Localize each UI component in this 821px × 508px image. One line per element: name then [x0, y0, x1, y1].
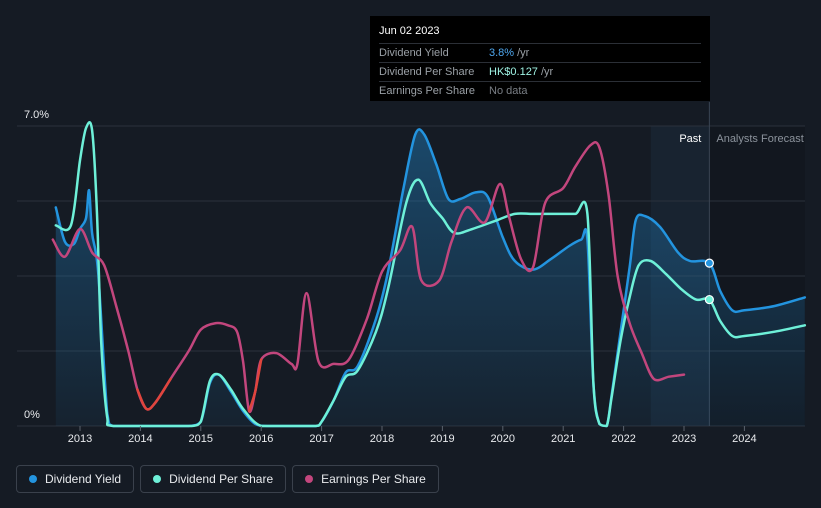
dividend-yield-area	[55, 129, 805, 426]
x-tick-label: 2021	[551, 433, 575, 445]
x-tick-label: 2017	[309, 433, 333, 445]
x-tick-label: 2018	[370, 433, 394, 445]
tooltip-date: Jun 02 2023	[379, 25, 440, 37]
dividend-per-share-marker	[704, 294, 714, 305]
x-tick-label: 2013	[68, 433, 92, 445]
y-tick-label: 7.0%	[24, 109, 49, 121]
legend-item-dividend-yield[interactable]: Dividend Yield	[16, 465, 135, 493]
past-label: Past	[679, 133, 701, 145]
tooltip: Jun 02 2023 Dividend Yield 3.8% /yr Divi…	[370, 16, 710, 101]
x-tick-label: 2024	[732, 433, 756, 445]
tooltip-unit: /yr	[540, 66, 554, 78]
legend: Dividend Yield Dividend Per Share Earnin…	[16, 465, 439, 493]
tooltip-label: Dividend Per Share	[379, 66, 475, 78]
legend-item-dividend-per-share[interactable]: Dividend Per Share	[140, 465, 287, 493]
x-tick-label: 2015	[189, 433, 213, 445]
dividend-chart: 7.0% 0% 2013 2014 2015 2016 2017 2018 2019 2020 20…	[17, 102, 807, 445]
tooltip-label: Dividend Yield	[379, 47, 449, 59]
tooltip-row-earnings-per-share: Earnings Per Share No data	[379, 81, 701, 100]
x-tick-label: 2014	[128, 433, 152, 445]
tooltip-value: HK$0.127	[489, 66, 538, 78]
legend-dot-icon	[29, 475, 37, 483]
x-tick-label: 2020	[491, 433, 515, 445]
dividend-yield-marker	[704, 258, 714, 268]
tooltip-value: 3.8%	[489, 47, 515, 59]
tooltip-row-dividend-per-share: Dividend Per Share HK$0.127 /yr	[379, 62, 701, 81]
legend-label: Earnings Per Share	[321, 472, 426, 486]
tooltip-unit: /yr	[517, 47, 530, 59]
marker-layer	[704, 258, 714, 305]
y-tick-label: 0%	[24, 409, 40, 421]
x-tick-label: 2016	[249, 433, 273, 445]
tooltip-value: No data	[489, 85, 528, 97]
series-layer	[51, 121, 807, 428]
legend-item-earnings-per-share[interactable]: Earnings Per Share	[292, 465, 439, 493]
legend-dot-icon	[305, 475, 314, 483]
legend-label: Dividend Per Share	[169, 472, 274, 486]
earnings-per-share-dip-line	[136, 377, 172, 411]
legend-dot-icon	[153, 475, 162, 483]
legend-label: Dividend Yield	[45, 472, 122, 486]
tooltip-row-dividend-yield: Dividend Yield 3.8% /yr	[379, 43, 701, 62]
dividend-per-share-line	[54, 121, 807, 428]
earnings-per-share-dip-line	[247, 358, 263, 413]
x-tick-label: 2019	[430, 433, 454, 445]
x-tick-label: 2023	[672, 433, 696, 445]
forecast-label: Analysts Forecast	[716, 133, 803, 145]
axis-layer: 7.0% 0% 2013 2014 2015 2016 2017 2018 2019 2020 20…	[24, 109, 757, 445]
tooltip-label: Earnings Per Share	[379, 85, 475, 97]
x-tick-label: 2022	[611, 433, 635, 445]
